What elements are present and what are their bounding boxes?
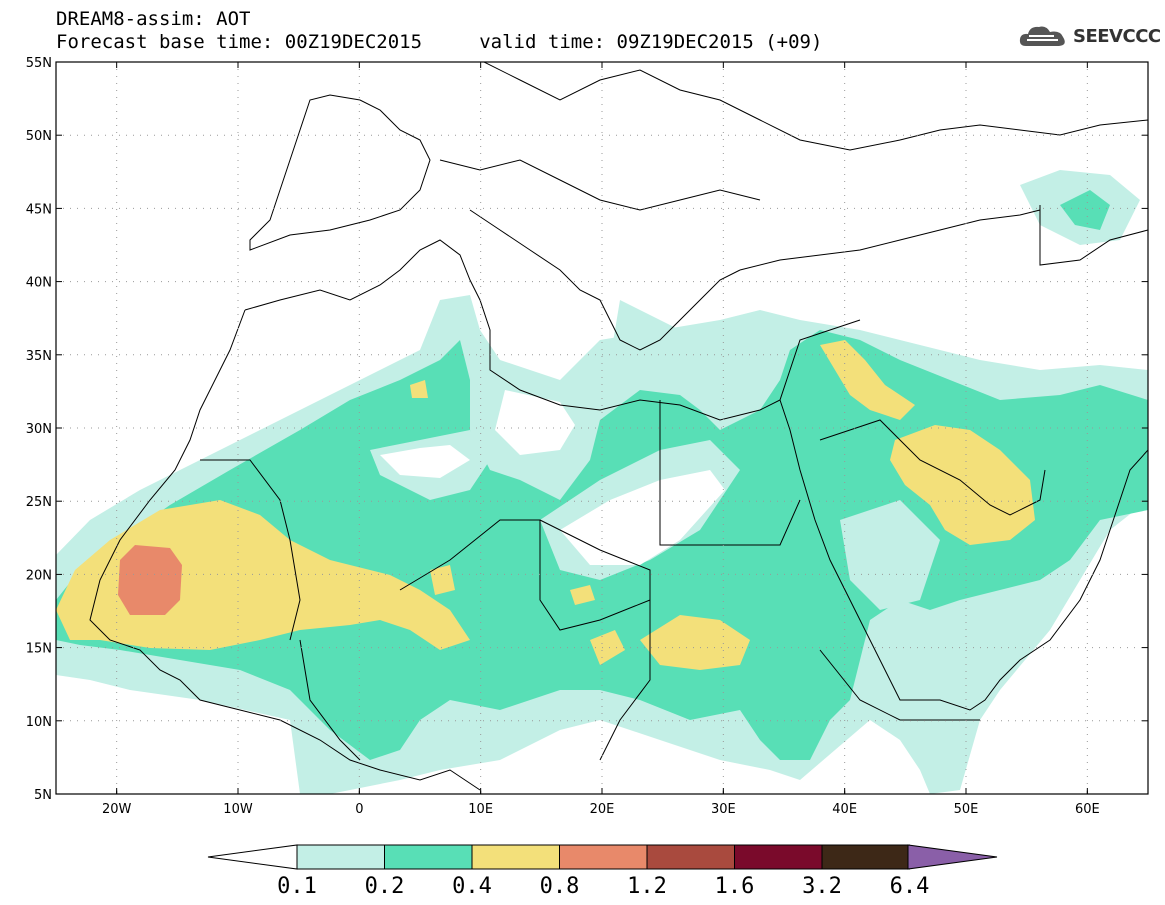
lon-label: 0 [355, 802, 363, 817]
lon-label: 20W [102, 802, 132, 817]
colorbar-label: 0.4 [452, 874, 492, 899]
seevccc-logo: SEEVCCC [1018, 23, 1161, 49]
colorbar-label: 1.6 [715, 874, 755, 899]
colorbar-swatch [384, 844, 473, 870]
map-title: DREAM8-assim: AOT [56, 8, 251, 30]
logo-text: SEEVCCC [1073, 25, 1161, 47]
lon-label: 40E [832, 802, 857, 817]
lat-label: 15N [26, 642, 52, 657]
lon-label: 30E [711, 802, 736, 817]
axis-ticks [56, 61, 1148, 795]
coastlines [89, 62, 1148, 791]
lat-label: 5N [34, 788, 52, 803]
colorbar-swatch [734, 844, 823, 870]
lat-label: 10N [26, 715, 52, 730]
colorbar-over-arrow [907, 844, 998, 870]
colorbar-label: 0.8 [540, 874, 580, 899]
lon-label: 60E [1075, 802, 1100, 817]
colorbar-swatch [296, 844, 385, 870]
colorbar-label: 0.1 [277, 874, 317, 899]
colorbar-label: 6.4 [890, 874, 930, 899]
lat-label: 25N [26, 495, 52, 510]
lat-label: 55N [26, 56, 52, 71]
colorbar-swatch [646, 844, 735, 870]
lat-label: 50N [26, 129, 52, 144]
aot-band-0.8 [118, 545, 182, 615]
cloud-icon [1019, 26, 1065, 46]
colorbar-under-arrow [207, 844, 298, 870]
lat-label: 20N [26, 568, 52, 583]
lon-labels: 20W 10W 0 10E 20E 30E 40E 50E 60E [102, 802, 1100, 817]
colorbar-swatch [559, 844, 648, 870]
colorbar-label: 0.2 [365, 874, 405, 899]
colorbar-swatch [821, 844, 910, 870]
lon-label: 10W [223, 802, 253, 817]
colorbar-swatch [471, 844, 560, 870]
lat-label: 30N [26, 422, 52, 437]
lat-label: 45N [26, 202, 52, 217]
lat-labels: 5N 10N 15N 20N 25N 30N 35N 40N 45N 50N 55N [26, 56, 52, 803]
colorbar-label: 1.2 [627, 874, 667, 899]
colorbar: 0.1 0.2 0.4 0.8 1.2 1.6 3.2 6.4 [207, 844, 998, 899]
lat-label: 40N [26, 276, 52, 291]
lon-label: 20E [590, 802, 615, 817]
colorbar-label: 3.2 [802, 874, 842, 899]
graticule [56, 62, 1148, 794]
forecast-time-line: Forecast base time: 00Z19DEC2015 valid t… [56, 31, 823, 53]
lon-label: 10E [468, 802, 493, 817]
lat-label: 35N [26, 349, 52, 364]
lon-label: 50E [954, 802, 979, 817]
